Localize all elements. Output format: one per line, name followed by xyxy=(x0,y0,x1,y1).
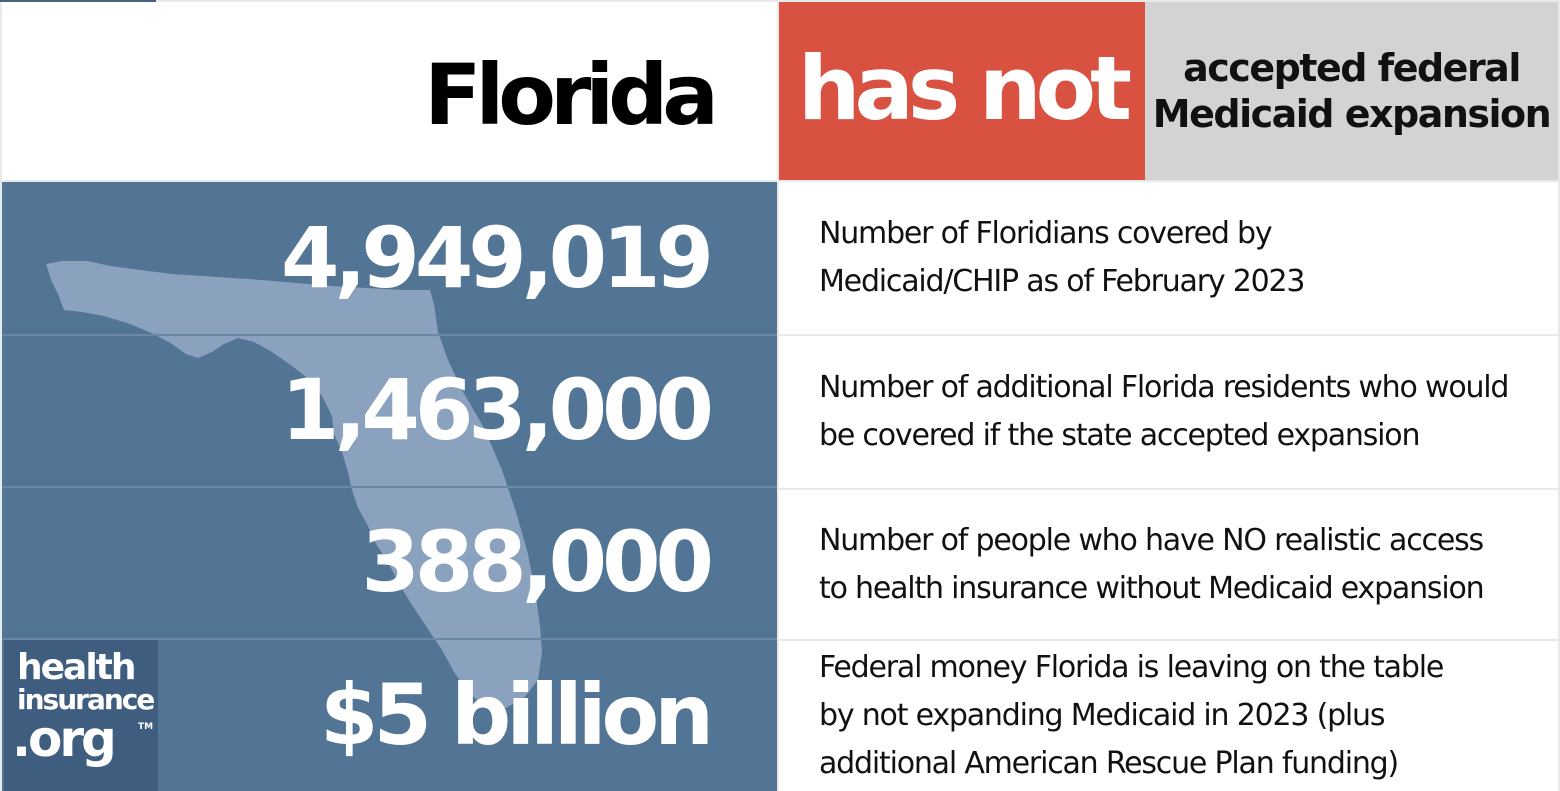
logo-line3: .org xyxy=(12,710,117,768)
stat-row-3: 388,000 xyxy=(2,486,777,640)
stat-description: Number of additional Florida residents w… xyxy=(819,370,1509,453)
stat-description-row-2: Number of additional Florida residents w… xyxy=(779,336,1558,488)
logo-line2: insurance xyxy=(17,683,155,716)
top-edge-mark xyxy=(0,0,156,2)
status-description-line1: accepted federal xyxy=(1183,46,1521,90)
stat-description: Number of people who have NO realistic a… xyxy=(819,522,1485,606)
stat-value: $5 billion xyxy=(320,665,714,764)
expansion-status-panel: has not xyxy=(779,2,1145,180)
logo-trademark: TM xyxy=(138,722,154,732)
stat-description-row-4: Federal money Florida is leaving on the … xyxy=(779,641,1558,791)
status-description-line2: Medicaid expansion xyxy=(1152,92,1552,136)
florida-map-icon xyxy=(46,261,542,708)
stat-row-4: $5 billion xyxy=(2,638,777,791)
stat-value: 4,949,019 xyxy=(281,209,714,307)
stat-description-row-3: Number of people who have NO realistic a… xyxy=(779,490,1558,639)
state-name: Florida xyxy=(424,46,719,144)
expansion-status-description: accepted federal Medicaid expansion xyxy=(1145,2,1558,180)
stat-row-2: 1,463,000 xyxy=(2,334,777,488)
stat-row-1: 4,949,019 xyxy=(2,182,777,336)
stat-description: Number of Floridians covered by Medicaid… xyxy=(819,216,1305,299)
stats-panel: 4,949,019 1,463,000 388,000 $5 billion h… xyxy=(2,182,777,791)
expansion-status: has not xyxy=(797,37,1132,140)
healthinsurance-org-logo[interactable]: health insurance .org TM xyxy=(4,640,158,791)
logo-line1: health xyxy=(17,647,137,688)
stat-value: 388,000 xyxy=(361,513,714,611)
stat-description: Federal money Florida is leaving on the … xyxy=(819,650,1444,781)
state-name-panel: Florida xyxy=(2,2,777,180)
stat-description-row-1: Number of Floridians covered by Medicaid… xyxy=(779,182,1558,334)
stat-value: 1,463,000 xyxy=(281,361,714,459)
